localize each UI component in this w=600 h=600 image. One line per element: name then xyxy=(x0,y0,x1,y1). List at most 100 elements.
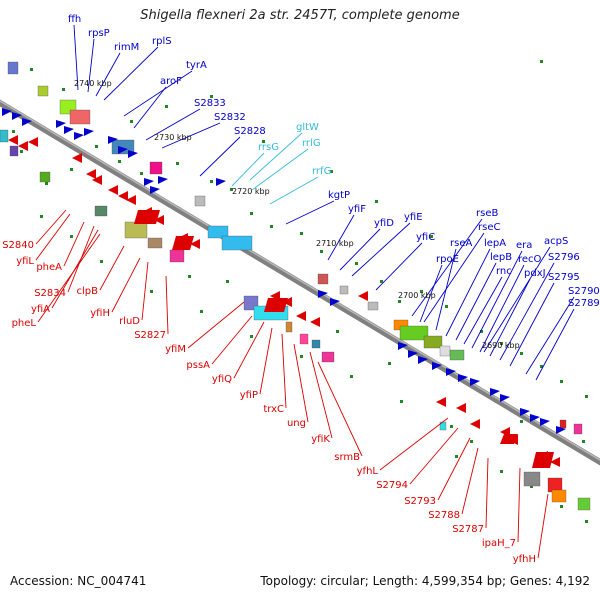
gene-label-S2840[interactable]: S2840 xyxy=(2,240,34,251)
gene-label-S2790[interactable]: S2790 xyxy=(568,286,600,297)
forward-arrow xyxy=(318,290,328,298)
gene-label-yfiH[interactable]: yfiH xyxy=(90,308,110,319)
gene-label-S2795[interactable]: S2795 xyxy=(548,272,580,283)
leader-ipaH_7 xyxy=(517,467,521,543)
gene-label-rpoE[interactable]: rpoE xyxy=(436,254,459,265)
gene-label-S2793[interactable]: S2793 xyxy=(404,496,436,507)
forward-arrow xyxy=(84,128,94,136)
gene-label-acpS[interactable]: acpS xyxy=(544,236,568,247)
gene-label-lepB[interactable]: lepB xyxy=(490,252,512,263)
reverse-arrow xyxy=(436,397,446,407)
gene-label-S2787[interactable]: S2787 xyxy=(452,524,484,535)
leader-yfiF xyxy=(327,214,355,261)
gene-label-yfiA[interactable]: yfiA xyxy=(31,304,50,315)
gene-label-S2794[interactable]: S2794 xyxy=(376,480,408,491)
gene-label-rseA[interactable]: rseA xyxy=(450,238,472,249)
reverse-arrow xyxy=(108,185,118,195)
leader-S2840 xyxy=(35,209,67,245)
gc-mark xyxy=(560,380,563,383)
reverse-arrow xyxy=(86,169,96,179)
feature-block xyxy=(399,325,429,341)
gene-label-rrfG[interactable]: rrfG xyxy=(312,166,331,177)
gene-label-rseC[interactable]: rseC xyxy=(478,222,500,233)
gc-mark xyxy=(560,505,563,508)
gene-label-yfiP[interactable]: yfiP xyxy=(240,390,258,401)
genome-title: Shigella flexneri 2a str. 2457T, complet… xyxy=(140,8,460,23)
leader-lepB xyxy=(455,262,497,341)
leader-tyrA xyxy=(123,70,193,117)
gene-label-S2827[interactable]: S2827 xyxy=(134,330,166,341)
leader-aroF xyxy=(133,86,167,129)
gene-label-S2796[interactable]: S2796 xyxy=(548,252,580,263)
gene-label-yfhL[interactable]: yfhL xyxy=(357,466,379,477)
forward-arrow xyxy=(330,298,340,306)
gene-label-yfiD[interactable]: yfiD xyxy=(374,218,394,229)
leader-rrfG xyxy=(269,176,319,205)
feature-block xyxy=(147,237,163,249)
gc-mark xyxy=(582,440,585,443)
gene-label-yfiM[interactable]: yfiM xyxy=(165,344,186,355)
gc-mark xyxy=(12,130,15,133)
gene-label-gltW[interactable]: gltW xyxy=(296,122,319,133)
gene-label-ffh[interactable]: ffh xyxy=(68,14,81,25)
gene-label-S2834[interactable]: S2834 xyxy=(34,288,66,299)
feature-block xyxy=(299,333,309,345)
gene-label-yfiL[interactable]: yfiL xyxy=(16,256,34,267)
gene-label-pdxJ[interactable]: pdxJ xyxy=(524,268,546,279)
gene-label-S2828[interactable]: S2828 xyxy=(234,126,266,137)
gene-label-recO[interactable]: recO xyxy=(518,254,542,265)
gene-label-S2832[interactable]: S2832 xyxy=(214,112,246,123)
gene-label-rpsP[interactable]: rpsP xyxy=(88,28,110,39)
leader-yfiD xyxy=(339,228,381,271)
feature-block xyxy=(449,349,465,361)
gene-label-clpB[interactable]: clpB xyxy=(77,286,99,297)
leader-rpsP xyxy=(87,38,95,93)
gene-label-yfiC[interactable]: yfiC xyxy=(416,232,435,243)
gene-label-rnc[interactable]: rnc xyxy=(496,266,512,277)
gene-label-ipaH_7[interactable]: ipaH_7 xyxy=(482,538,516,549)
forward-arrow xyxy=(408,350,418,358)
forward-arrow xyxy=(470,378,480,386)
gene-label-kgtP[interactable]: kgtP xyxy=(328,190,350,201)
gene-label-yfiQ[interactable]: yfiQ xyxy=(212,374,232,385)
tick-label-t2710: 2710 kbp xyxy=(316,239,354,248)
gc-mark xyxy=(210,180,213,183)
gc-mark xyxy=(300,355,303,358)
gene-label-yfhH[interactable]: yfhH xyxy=(513,554,536,565)
gene-label-S2789[interactable]: S2789 xyxy=(568,298,600,309)
gene-label-rimM[interactable]: rimM xyxy=(114,42,139,53)
gene-label-rrlG[interactable]: rrlG xyxy=(302,138,321,149)
gene-label-aroF[interactable]: aroF xyxy=(160,76,182,87)
gene-label-pssA[interactable]: pssA xyxy=(186,360,210,371)
gene-label-rseB[interactable]: rseB xyxy=(476,208,498,219)
gene-label-yfiF[interactable]: yfiF xyxy=(348,204,366,215)
feature-block xyxy=(523,471,541,487)
leader-acpS xyxy=(483,246,551,353)
gene-label-S2788[interactable]: S2788 xyxy=(428,510,460,521)
gene-label-pheL[interactable]: pheL xyxy=(12,318,37,329)
gc-mark xyxy=(540,60,543,63)
reverse-arrow xyxy=(72,153,82,163)
leader-S2788 xyxy=(461,447,479,515)
gene-label-tyrA[interactable]: tyrA xyxy=(186,60,207,71)
gene-label-yfiK[interactable]: yfiK xyxy=(311,434,330,445)
gc-mark xyxy=(455,455,458,458)
tick-label-t2730: 2730 kbp xyxy=(154,133,192,142)
feature-block xyxy=(559,419,567,429)
gene-label-rluD[interactable]: rluD xyxy=(119,316,140,327)
gene-label-rplS[interactable]: rplS xyxy=(152,36,172,47)
gene-label-yfiE[interactable]: yfiE xyxy=(404,212,423,223)
feature-block xyxy=(367,301,379,311)
forward-arrow xyxy=(12,112,22,120)
forward-arrow xyxy=(540,418,550,426)
leader-yfhH xyxy=(537,493,549,559)
feature-block xyxy=(124,221,148,239)
gene-label-rrsG[interactable]: rrsG xyxy=(258,142,279,153)
gene-label-pheA[interactable]: pheA xyxy=(36,262,62,273)
gene-label-ung[interactable]: ung xyxy=(287,418,306,429)
gene-label-S2833[interactable]: S2833 xyxy=(194,98,226,109)
gene-label-srmB[interactable]: srmB xyxy=(334,452,360,463)
gene-label-trxC[interactable]: trxC xyxy=(263,404,284,415)
gene-label-lepA[interactable]: lepA xyxy=(484,238,506,249)
gene-label-era[interactable]: era xyxy=(516,240,532,251)
